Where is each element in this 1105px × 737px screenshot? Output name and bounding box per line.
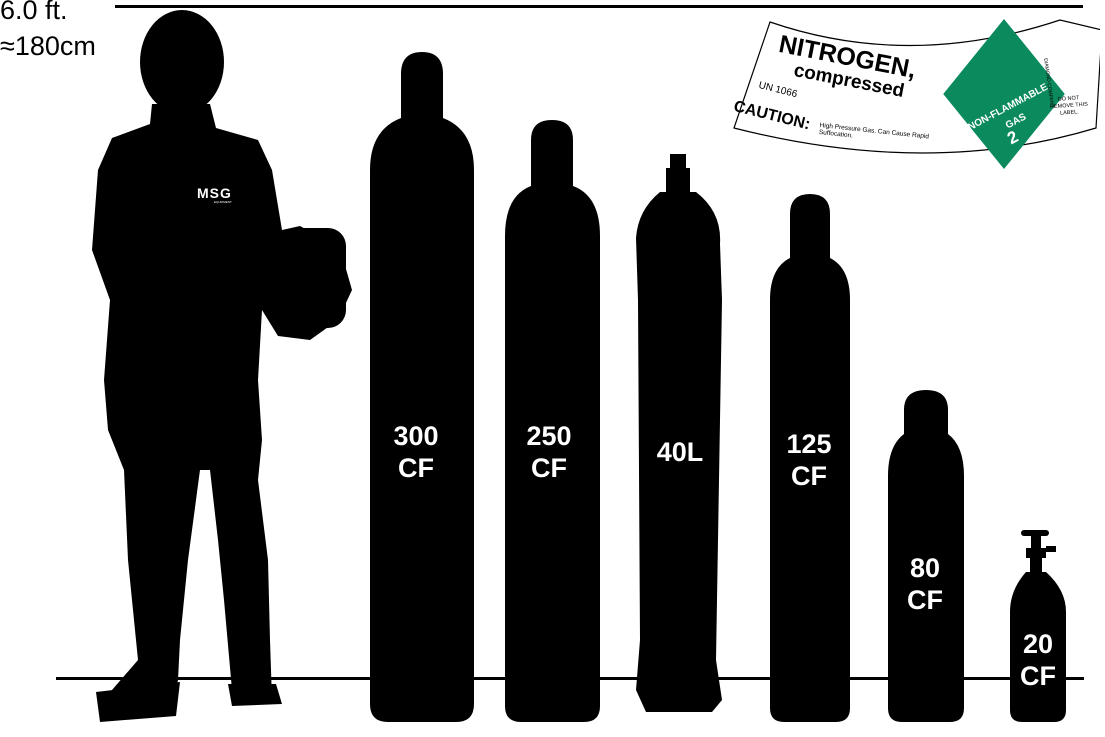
cylinder-caption-line2: CF: [398, 453, 434, 483]
cylinder-40l: [636, 154, 722, 712]
cylinder-caption-line1: 80: [909, 553, 941, 583]
height-reference-line: [115, 5, 1083, 8]
person-silhouette: [92, 10, 352, 722]
cylinder-caption-line1: 40L: [656, 437, 704, 467]
cylinder-80cf: [888, 390, 964, 722]
height-label-feet: 6.0 ft.: [0, 0, 68, 25]
cylinder-caption-line2: CF: [791, 461, 827, 491]
cylinder-caption-80cf: 80 CF: [875, 552, 975, 616]
cylinder-caption-line2: CF: [531, 453, 567, 483]
cylinder-caption-125cf: 125 CF: [759, 428, 859, 492]
cylinder-caption-line1: 250: [526, 421, 572, 451]
cylinder-caption-line2: CF: [907, 585, 943, 615]
cylinder-caption-20cf: 20 CF: [988, 628, 1088, 692]
person-shirt-logo-sub: EQUIPMENT: [214, 200, 232, 204]
cylinder-caption-line1: 20: [1022, 629, 1054, 659]
person-shirt-logo: MSG: [197, 185, 232, 201]
cylinder-caption-250cf: 250 CF: [499, 420, 599, 484]
cylinder-300cf: [370, 52, 474, 722]
cylinder-caption-line1: 300: [393, 421, 439, 451]
cylinder-caption-line2: CF: [1020, 661, 1056, 691]
cylinder-125cf: [770, 194, 850, 722]
cylinder-caption-40l: 40L: [630, 436, 730, 468]
height-label-cm: ≈180cm: [0, 31, 96, 61]
cylinder-250cf: [505, 120, 600, 722]
cylinder-caption-300cf: 300 CF: [366, 420, 466, 484]
nitrogen-hazard-label: NITROGEN, compressed UN 1066 CAUTION: Hi…: [730, 18, 1100, 178]
cylinder-20cf: [1010, 530, 1066, 722]
cylinder-caption-line1: 125: [786, 429, 832, 459]
